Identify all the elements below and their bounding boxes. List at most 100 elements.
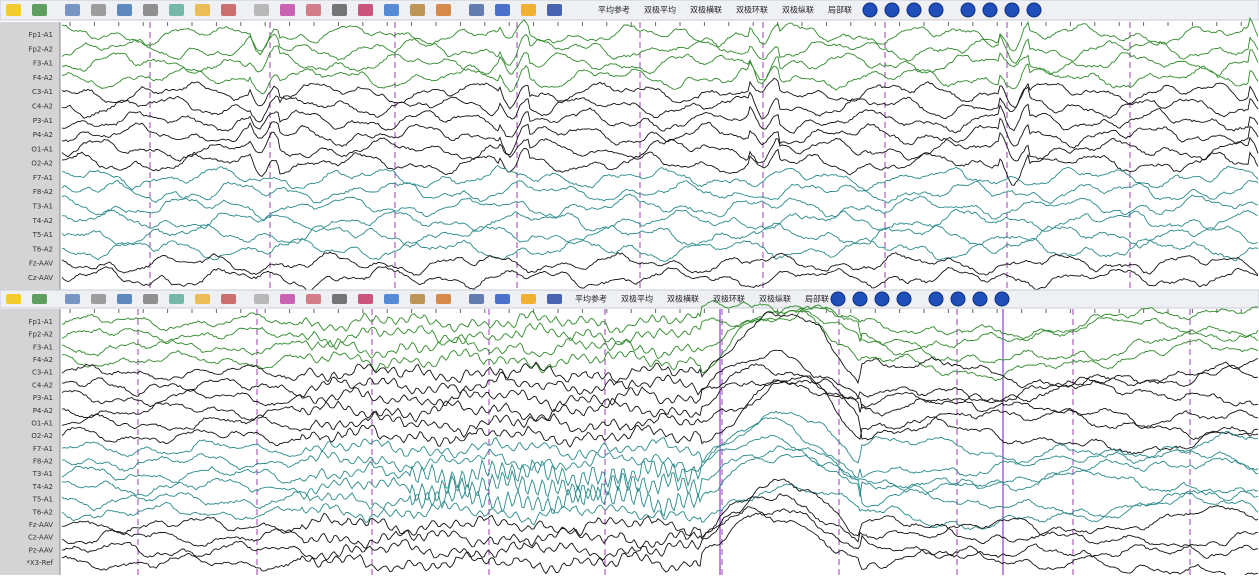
toolbar-button[interactable] bbox=[143, 294, 158, 304]
channel-label: F3-A1 bbox=[33, 343, 53, 351]
playback-button[interactable] bbox=[961, 3, 975, 17]
toolbar-button[interactable] bbox=[117, 294, 132, 304]
channel-label: C3-A1 bbox=[32, 369, 53, 377]
toolbar-button[interactable] bbox=[547, 4, 562, 16]
toolbar-button[interactable] bbox=[169, 294, 184, 304]
montage-button[interactable]: 局部联 bbox=[805, 294, 829, 304]
playback-button[interactable] bbox=[853, 292, 867, 306]
montage-button[interactable]: 平均参考 bbox=[598, 5, 630, 15]
playback-button[interactable] bbox=[875, 292, 889, 306]
channel-label: T4-A2 bbox=[32, 217, 53, 225]
toolbar-button[interactable] bbox=[32, 4, 47, 16]
toolbar-button[interactable] bbox=[6, 4, 21, 16]
toolbar-button[interactable] bbox=[384, 294, 399, 304]
toolbar-button[interactable] bbox=[436, 294, 451, 304]
toolbar-button[interactable] bbox=[117, 4, 132, 16]
channel-label: P3-A1 bbox=[33, 394, 53, 402]
channel-label: Fp1-A1 bbox=[28, 31, 53, 39]
channel-label: O2-A2 bbox=[31, 160, 53, 168]
channel-label: C3-A1 bbox=[32, 88, 53, 96]
channel-label: O2-A2 bbox=[31, 432, 53, 440]
playback-button[interactable] bbox=[983, 3, 997, 17]
channel-label: P4-A2 bbox=[33, 407, 53, 415]
channel-label: T5-A1 bbox=[32, 496, 53, 504]
montage-button[interactable]: 双极平均 bbox=[644, 5, 676, 15]
montage-button[interactable]: 局部联 bbox=[828, 5, 852, 15]
channel-label: Fp1-A1 bbox=[28, 318, 53, 326]
toolbar-button[interactable] bbox=[332, 4, 347, 16]
toolbar-button[interactable] bbox=[547, 294, 562, 304]
channel-label: T6-A2 bbox=[32, 508, 53, 516]
toolbar-button[interactable] bbox=[65, 4, 80, 16]
playback-button[interactable] bbox=[885, 3, 899, 17]
toolbar-button[interactable] bbox=[254, 294, 269, 304]
toolbar-button[interactable] bbox=[410, 294, 425, 304]
playback-button[interactable] bbox=[973, 292, 987, 306]
toolbar-button[interactable] bbox=[384, 4, 399, 16]
toolbar-button[interactable] bbox=[306, 294, 321, 304]
toolbar-button[interactable] bbox=[410, 4, 425, 16]
playback-button[interactable] bbox=[907, 3, 921, 17]
playback-button[interactable] bbox=[831, 292, 845, 306]
montage-button[interactable]: 双极环联 bbox=[736, 5, 768, 15]
channel-label: T6-A2 bbox=[32, 245, 53, 253]
channel-label: C4-A2 bbox=[32, 381, 53, 389]
playback-button[interactable] bbox=[929, 292, 943, 306]
toolbar-button[interactable] bbox=[91, 4, 106, 16]
playback-button[interactable] bbox=[1005, 3, 1019, 17]
montage-button[interactable]: 双极平均 bbox=[621, 294, 653, 304]
channel-label: P3-A1 bbox=[33, 117, 53, 125]
toolbar-button[interactable] bbox=[469, 294, 484, 304]
channel-label: O1-A1 bbox=[31, 145, 53, 153]
toolbar-button[interactable] bbox=[6, 294, 21, 304]
channel-label: Pz-AAV bbox=[29, 546, 54, 554]
toolbar-button[interactable] bbox=[221, 294, 236, 304]
playback-button[interactable] bbox=[1027, 3, 1041, 17]
montage-button[interactable]: 双极横联 bbox=[690, 5, 722, 15]
channel-label: C4-A2 bbox=[32, 102, 53, 110]
channel-label: T4-A2 bbox=[32, 483, 53, 491]
toolbar-button[interactable] bbox=[195, 4, 210, 16]
toolbar-button[interactable] bbox=[332, 294, 347, 304]
playback-button[interactable] bbox=[929, 3, 943, 17]
toolbar-button[interactable] bbox=[91, 294, 106, 304]
toolbar-button[interactable] bbox=[469, 4, 484, 16]
channel-label: Fz-AAV bbox=[29, 260, 53, 268]
channel-label: T3-A1 bbox=[32, 470, 53, 478]
toolbar-button[interactable] bbox=[358, 4, 373, 16]
toolbar-button[interactable] bbox=[65, 294, 80, 304]
montage-button[interactable]: 双极纵联 bbox=[759, 294, 791, 304]
playback-button[interactable] bbox=[995, 292, 1009, 306]
channel-label: F7-A1 bbox=[33, 174, 53, 182]
montage-button[interactable]: 双极环联 bbox=[713, 294, 745, 304]
channel-label: T5-A1 bbox=[32, 231, 53, 239]
toolbar-button[interactable] bbox=[32, 294, 47, 304]
playback-button[interactable] bbox=[951, 292, 965, 306]
toolbar-button[interactable] bbox=[521, 4, 536, 16]
toolbar-button[interactable] bbox=[495, 4, 510, 16]
channel-label: P4-A2 bbox=[33, 131, 53, 139]
toolbar-button[interactable] bbox=[221, 4, 236, 16]
toolbar-button[interactable] bbox=[195, 294, 210, 304]
toolbar-button[interactable] bbox=[169, 4, 184, 16]
toolbar-button[interactable] bbox=[254, 4, 269, 16]
toolbar-button[interactable] bbox=[495, 294, 510, 304]
toolbar-button[interactable] bbox=[358, 294, 373, 304]
montage-button[interactable]: 双极横联 bbox=[667, 294, 699, 304]
toolbar-button[interactable] bbox=[436, 4, 451, 16]
playback-button[interactable] bbox=[863, 3, 877, 17]
channel-label: O1-A1 bbox=[31, 419, 53, 427]
channel-label: F7-A1 bbox=[33, 445, 53, 453]
channel-label: F4-A2 bbox=[33, 74, 53, 82]
toolbar-button[interactable] bbox=[521, 294, 536, 304]
toolbar-button[interactable] bbox=[280, 4, 295, 16]
channel-label: F8-A2 bbox=[33, 458, 53, 466]
channel-label: F3-A1 bbox=[33, 60, 53, 68]
channel-label: F8-A2 bbox=[33, 188, 53, 196]
toolbar-button[interactable] bbox=[306, 4, 321, 16]
toolbar-button[interactable] bbox=[280, 294, 295, 304]
montage-button[interactable]: 双极纵联 bbox=[782, 5, 814, 15]
montage-button[interactable]: 平均参考 bbox=[575, 294, 607, 304]
playback-button[interactable] bbox=[897, 292, 911, 306]
toolbar-button[interactable] bbox=[143, 4, 158, 16]
